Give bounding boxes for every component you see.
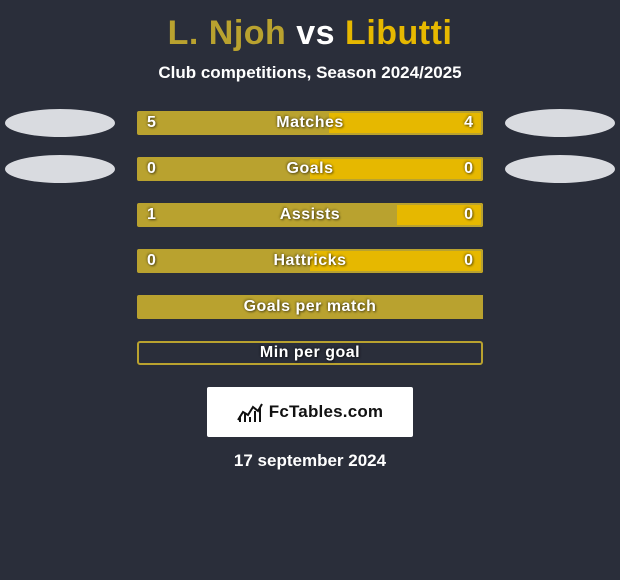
placeholder-ellipse	[5, 155, 115, 183]
title-player1: L. Njoh	[168, 14, 287, 52]
stat-bar: Goals00	[137, 157, 483, 181]
stat-bar: Goals per match	[137, 295, 483, 319]
bar-left-fill	[137, 249, 310, 273]
bar-left-fill	[137, 157, 310, 181]
bar-border	[137, 341, 483, 365]
bar-left-fill	[137, 295, 483, 319]
logo-inner: FcTables.com	[237, 402, 384, 422]
logo-text: FcTables.com	[269, 402, 384, 422]
stat-bar: Min per goal	[137, 341, 483, 365]
bar-right-value: 0	[464, 160, 473, 178]
stat-bar: Assists10	[137, 203, 483, 227]
title-player2: Libutti	[345, 14, 452, 52]
bar-right-value: 0	[464, 252, 473, 270]
bar-left-value: 5	[147, 114, 156, 132]
bar-left-value: 0	[147, 252, 156, 270]
stats-area: Matches54Goals00Assists10Hattricks00Goal…	[0, 111, 620, 365]
bar-right-fill	[310, 249, 483, 273]
bar-right-value: 4	[464, 114, 473, 132]
subtitle: Club competitions, Season 2024/2025	[0, 63, 620, 83]
bar-left-value: 0	[147, 160, 156, 178]
bar-left-value: 1	[147, 206, 156, 224]
title: L. Njoh vs Libutti	[0, 14, 620, 53]
title-vs: vs	[296, 14, 335, 52]
comparison-widget: L. Njoh vs Libutti Club competitions, Se…	[0, 0, 620, 471]
placeholder-ellipse	[505, 155, 615, 183]
stat-bar: Matches54	[137, 111, 483, 135]
placeholder-ellipse	[5, 109, 115, 137]
bar-right-fill	[329, 111, 483, 135]
chart-icon	[237, 402, 263, 422]
bar-right-fill	[310, 157, 483, 181]
bar-label: Min per goal	[137, 344, 483, 362]
stat-bar: Hattricks00	[137, 249, 483, 273]
bar-left-fill	[137, 111, 329, 135]
date-text: 17 september 2024	[0, 451, 620, 471]
logo-badge[interactable]: FcTables.com	[207, 387, 413, 437]
bar-left-fill	[137, 203, 397, 227]
placeholder-ellipse	[505, 109, 615, 137]
bar-right-value: 0	[464, 206, 473, 224]
